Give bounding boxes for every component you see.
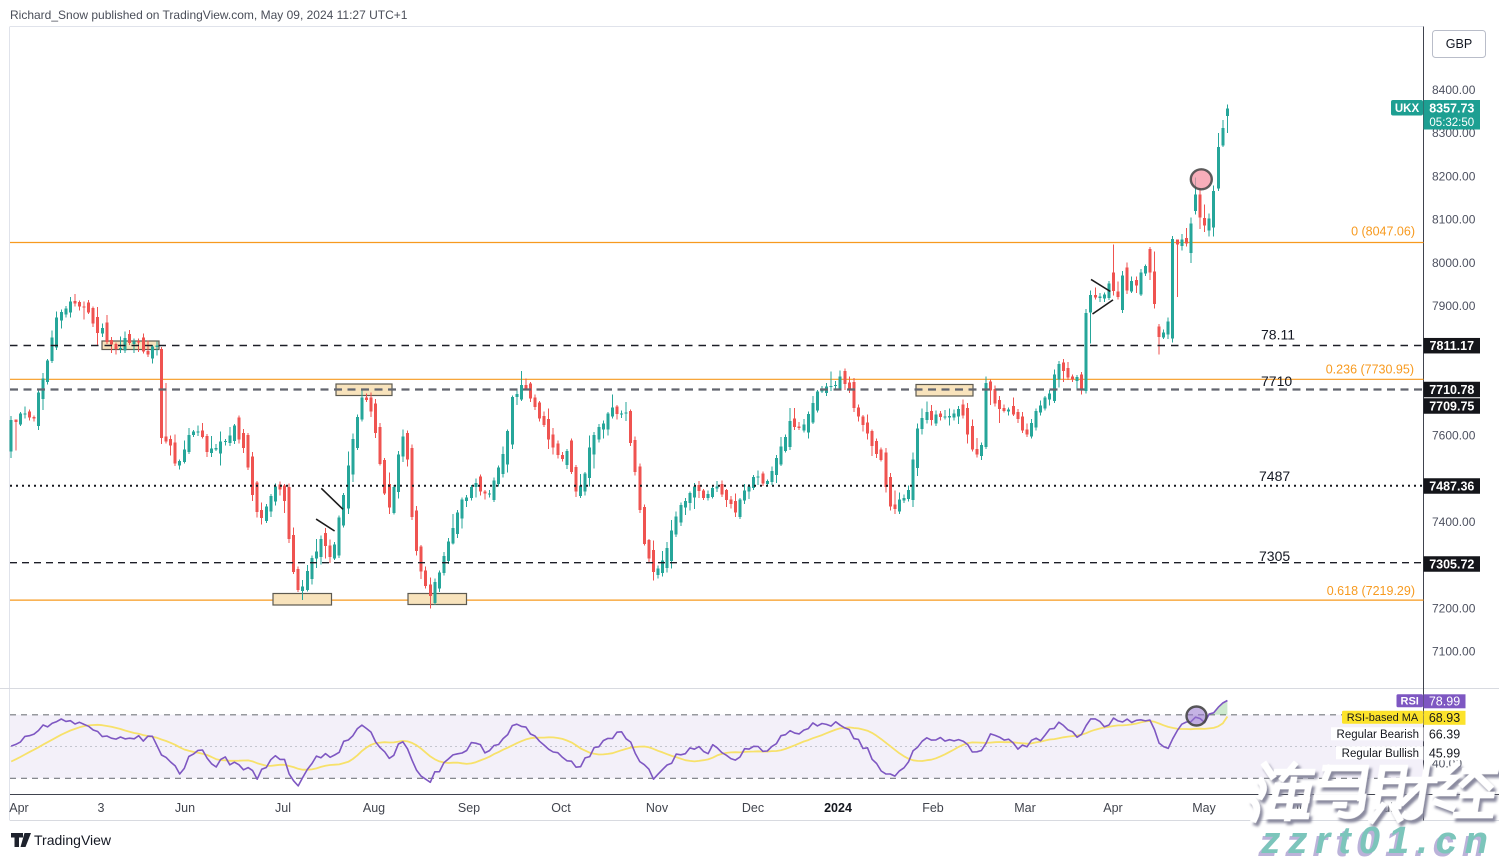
svg-text:Jul: Jul [275,801,291,815]
svg-text:Oct: Oct [551,801,571,815]
svg-text:Apr: Apr [9,801,28,815]
svg-text:0.618 (7219.29): 0.618 (7219.29) [1327,584,1415,598]
svg-text:Richard_Snow published on Trad: Richard_Snow published on TradingView.co… [10,8,408,22]
svg-text:78.11: 78.11 [1261,327,1295,343]
svg-text:66.39: 66.39 [1429,728,1460,742]
svg-text:7305.72: 7305.72 [1429,557,1474,571]
svg-text:7487.36: 7487.36 [1429,479,1474,493]
svg-text:7600.00: 7600.00 [1432,429,1476,443]
svg-text:8100.00: 8100.00 [1432,213,1476,227]
svg-text:GBP: GBP [1446,37,1472,51]
svg-text:UKX: UKX [1395,103,1420,115]
svg-text:45.99: 45.99 [1429,747,1460,761]
svg-text:2024: 2024 [824,801,852,815]
svg-text:Dec: Dec [742,801,764,815]
svg-text:8400.00: 8400.00 [1432,83,1476,97]
svg-text:7305: 7305 [1259,548,1290,564]
svg-text:Sep: Sep [458,801,480,815]
svg-text:7709.75: 7709.75 [1429,399,1474,413]
svg-text:7487: 7487 [1259,468,1290,484]
svg-text:Apr: Apr [1103,801,1122,815]
svg-text:05:32:50: 05:32:50 [1429,117,1474,129]
svg-text:7900.00: 7900.00 [1432,299,1476,313]
svg-text:8300.00: 8300.00 [1432,126,1476,140]
svg-text:7710.78: 7710.78 [1429,383,1474,397]
svg-text:Regular Bullish: Regular Bullish [1342,748,1419,760]
svg-text:8200.00: 8200.00 [1432,169,1476,183]
svg-text:7400.00: 7400.00 [1432,515,1476,529]
svg-text:7100.00: 7100.00 [1432,645,1476,659]
svg-text:Feb: Feb [922,801,944,815]
svg-text:7200.00: 7200.00 [1432,601,1476,615]
svg-text:Mar: Mar [1014,801,1036,815]
svg-text:7710: 7710 [1261,373,1292,389]
svg-text:May: May [1192,801,1216,815]
svg-text:RSI-based MA: RSI-based MA [1347,712,1419,724]
svg-text:TradingView: TradingView [34,832,112,848]
svg-text:3: 3 [98,801,105,815]
svg-text:8000.00: 8000.00 [1432,256,1476,270]
svg-text:0 (8047.06): 0 (8047.06) [1351,225,1415,239]
svg-text:Nov: Nov [646,801,669,815]
svg-text:0.236 (7730.95): 0.236 (7730.95) [1326,363,1414,377]
svg-text:zzrt01.cn: zzrt01.cn [1260,820,1496,857]
svg-text:Jun: Jun [175,801,195,815]
svg-text:RSI: RSI [1401,696,1419,708]
svg-text:68.93: 68.93 [1429,711,1460,725]
svg-text:8357.73: 8357.73 [1429,101,1474,115]
svg-text:Regular Bearish: Regular Bearish [1337,729,1419,741]
svg-text:7811.17: 7811.17 [1430,339,1475,353]
svg-text:78.99: 78.99 [1429,695,1460,709]
svg-text:Aug: Aug [363,801,385,815]
svg-text:zzrt01.cn: zzrt01.cn [1257,823,1493,857]
